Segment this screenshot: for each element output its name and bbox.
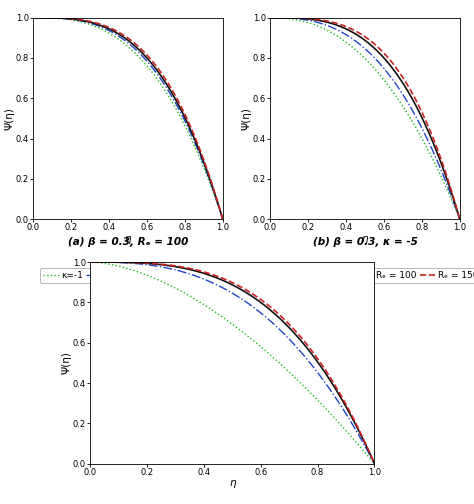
Text: (a) β = 0.3, Rₑ = 100: (a) β = 0.3, Rₑ = 100	[68, 237, 188, 247]
X-axis label: η: η	[362, 234, 368, 244]
Legend: Rₑ = 0, Rₑ = 25, Rₑ = 100, Rₑ = 150: Rₑ = 0, Rₑ = 25, Rₑ = 100, Rₑ = 150	[248, 268, 474, 283]
Y-axis label: Ψ(η): Ψ(η)	[241, 107, 251, 130]
Y-axis label: Ψ(η): Ψ(η)	[61, 351, 71, 374]
Y-axis label: Ψ(η): Ψ(η)	[4, 107, 14, 130]
X-axis label: η: η	[229, 478, 236, 488]
X-axis label: η: η	[125, 234, 131, 244]
Text: (b) β = 0.3, κ = -5: (b) β = 0.3, κ = -5	[312, 237, 418, 247]
Legend: κ=-1, κ=-3, κ=-5, κ=-7: κ=-1, κ=-3, κ=-5, κ=-7	[40, 268, 216, 283]
